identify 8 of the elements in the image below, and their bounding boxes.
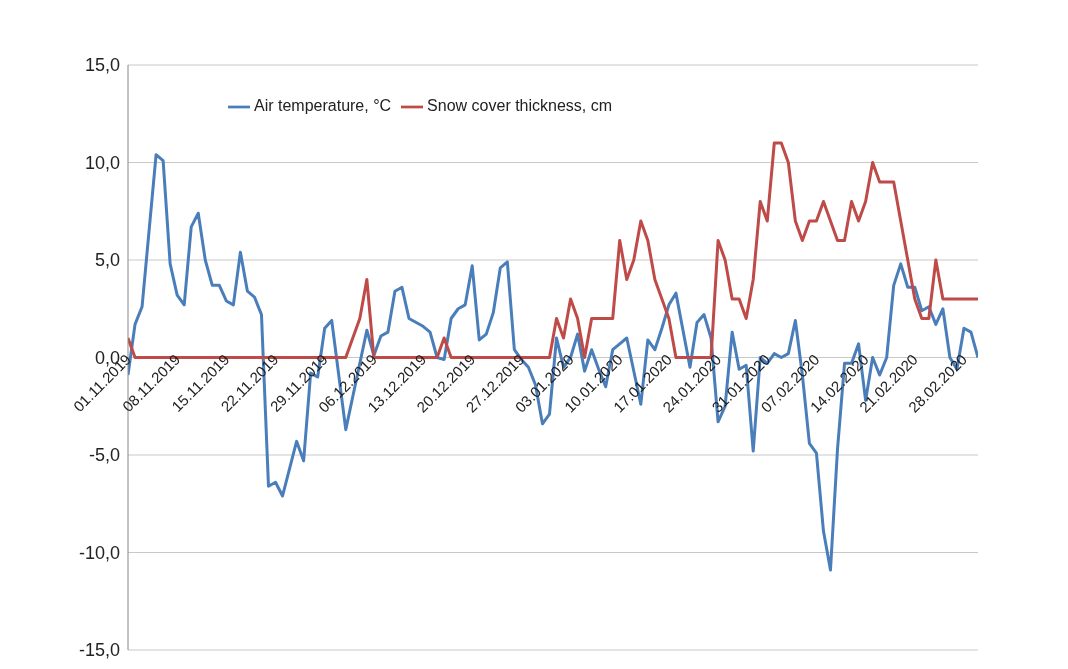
y-tick-label: 10,0	[84, 152, 120, 173]
legend-label: Air temperature, °C	[254, 97, 392, 115]
y-tick-label: 15,0	[84, 55, 120, 76]
y-tick-label: -15,0	[78, 640, 120, 661]
y-tick-label: 5,0	[94, 250, 120, 271]
y-tick-label: -10,0	[78, 542, 120, 563]
y-tick-label: -5,0	[88, 445, 120, 466]
legend-label: Snow cover thickness, cm	[427, 97, 613, 115]
